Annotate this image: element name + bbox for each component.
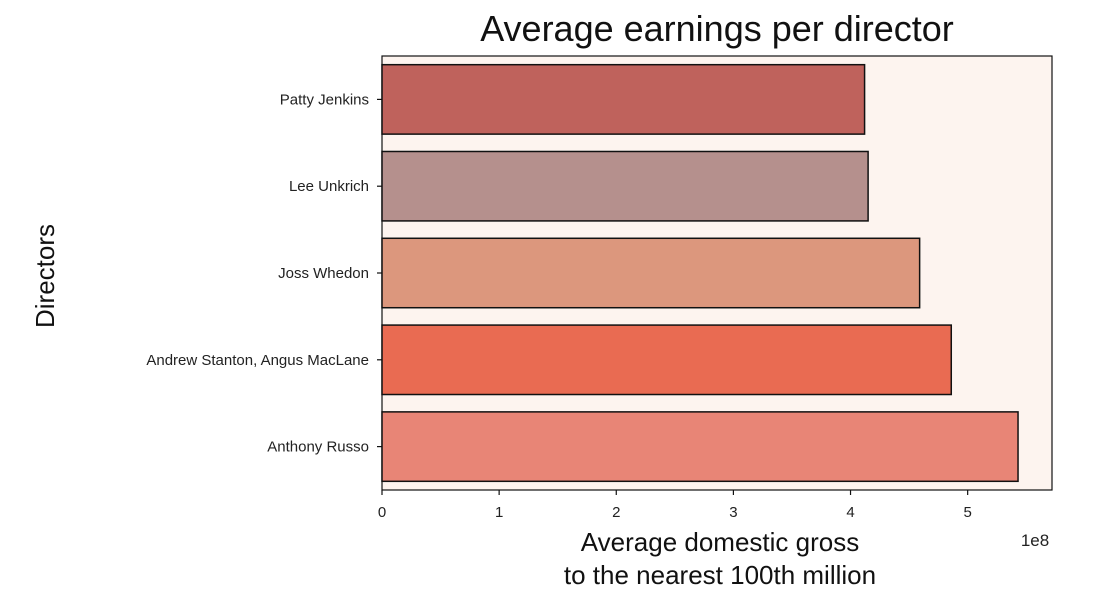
x-tick-label: 3	[729, 504, 737, 521]
bar	[381, 411, 1019, 483]
x-tick-label: 1	[495, 504, 503, 521]
bars-layer	[381, 63, 1019, 483]
y-tick-label: Patty Jenkins	[280, 91, 369, 108]
x-tick-label: 2	[612, 504, 620, 521]
x-axis-title-line-1: Average domestic gross	[581, 527, 859, 557]
y-axis: Patty Jenkins Lee Unkrich Joss Whedon Andre…	[146, 91, 382, 456]
bar	[381, 150, 869, 222]
bar	[381, 324, 953, 396]
x-tick-label: 5	[963, 504, 971, 521]
bar	[381, 63, 866, 135]
y-tick-label: Lee Unkrich	[289, 178, 369, 195]
y-tick-label: Anthony Russo	[267, 439, 369, 456]
chart-title: Average earnings per director	[480, 8, 954, 49]
y-tick-label: Andrew Stanton, Angus MacLane	[146, 352, 369, 369]
y-tick-label: Joss Whedon	[278, 265, 369, 282]
x-axis-title-line-2: to the nearest 100th million	[564, 560, 876, 590]
x-tick-label: 0	[378, 504, 386, 521]
x-axis: 0 1 2 3 4 5	[378, 490, 972, 521]
bar	[381, 237, 921, 309]
y-axis-title: Directors	[30, 224, 60, 328]
x-axis-offset-label: 1e8	[1021, 531, 1049, 550]
x-tick-label: 4	[846, 504, 854, 521]
